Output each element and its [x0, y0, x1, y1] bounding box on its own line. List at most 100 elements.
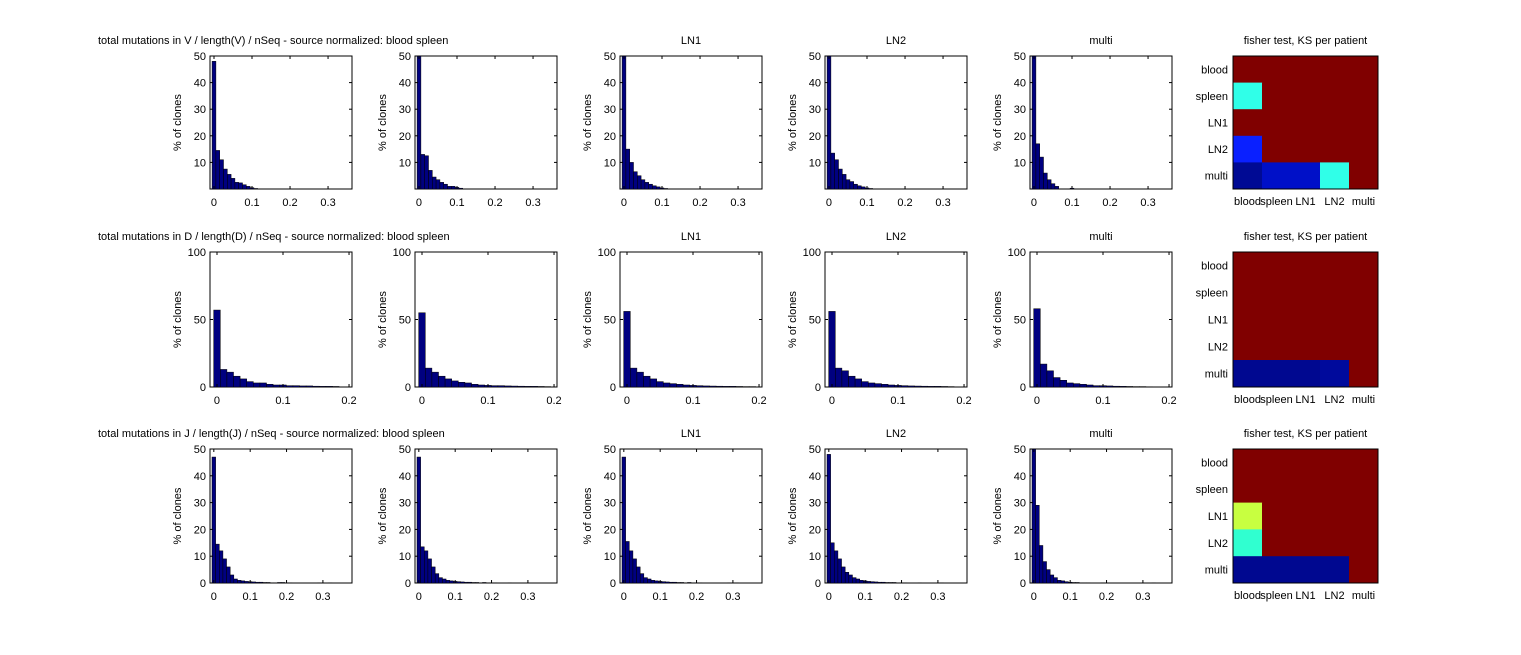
histogram-bar: [253, 382, 261, 388]
histogram-bar: [661, 581, 666, 584]
y-tick-label: 20: [399, 131, 411, 143]
histogram-bar: [630, 367, 638, 388]
y-axis-label: % of clones: [787, 291, 799, 348]
col-label: blood: [1234, 196, 1261, 208]
histogram-bar: [907, 385, 915, 388]
histogram-r1-c4: 0 0.1 0.2 0 50 100 % of clones multi: [992, 231, 1177, 407]
plot-area: [824, 448, 968, 584]
row-title: total mutations in J / length(J) / nSeq …: [98, 428, 445, 440]
histogram-r2-c1: 0 0.1 0.2 0.3 0 10 20 30 40 50 % of clones: [377, 444, 558, 603]
histogram-bar: [881, 384, 889, 388]
histogram-bar: [272, 384, 280, 388]
heatmap-cell: [1349, 529, 1379, 557]
histogram-bar: [477, 384, 485, 388]
histogram-bar: [940, 386, 948, 388]
histogram-bar: [650, 580, 655, 584]
y-axis-label: % of clones: [992, 487, 1004, 544]
heatmap-cell: [1262, 556, 1292, 584]
heatmap-cell: [1320, 475, 1350, 504]
histogram-bar: [621, 55, 627, 190]
histogram-bar: [676, 582, 681, 584]
histogram-bar: [444, 378, 452, 388]
row-label: LN1: [1208, 118, 1228, 130]
histogram-bar: [648, 183, 653, 190]
row-label: multi: [1205, 565, 1228, 577]
histogram-bar: [259, 382, 267, 388]
histogram-bar: [464, 382, 472, 388]
histogram-bar: [1035, 505, 1040, 584]
histogram-bar: [920, 385, 928, 388]
histogram-bar: [517, 385, 525, 388]
histogram-bar: [826, 454, 831, 584]
histogram-bar: [222, 558, 227, 584]
panel-title: LN2: [886, 231, 906, 243]
y-tick-label: 10: [1014, 157, 1026, 169]
heatmap-cell: [1320, 449, 1350, 477]
row-label: blood: [1201, 261, 1228, 273]
histogram-bar: [458, 382, 466, 388]
plot-area: [1232, 448, 1379, 584]
histogram-bar: [244, 581, 249, 584]
x-tick-label: 0.3: [725, 591, 740, 603]
heatmap-cell: [1291, 82, 1321, 110]
x-tick-label: 0.3: [730, 197, 745, 209]
heatmap-cell: [1233, 306, 1263, 334]
histogram-r1-c1: 0 0.1 0.2 0 50 100 % of clones: [377, 247, 562, 407]
histogram-bar: [416, 55, 422, 190]
y-tick-label: 40: [194, 471, 206, 483]
y-tick-label: 20: [1014, 524, 1026, 536]
histogram-bar: [855, 578, 860, 584]
histogram-bar: [1079, 384, 1087, 388]
histogram-bar: [234, 182, 239, 190]
x-tick-label: 0.2: [279, 591, 294, 603]
histogram-bar: [643, 577, 648, 584]
histogram-bar: [857, 185, 862, 190]
plot-area: [414, 448, 558, 584]
col-label: LN1: [1295, 394, 1315, 406]
x-tick-label: 0.3: [1140, 197, 1155, 209]
y-tick-label: 40: [194, 78, 206, 90]
heatmap-cell: [1320, 82, 1350, 110]
col-label: spleen: [1260, 394, 1292, 406]
col-label: LN2: [1324, 394, 1344, 406]
x-tick-label: 0.3: [525, 197, 540, 209]
y-axis-label: % of clones: [172, 291, 184, 348]
heatmap-cell: [1262, 449, 1292, 477]
heatmap-cell: [1320, 502, 1350, 530]
histogram-bar: [654, 580, 659, 584]
row-label: spleen: [1196, 91, 1228, 103]
heatmap-cell: [1349, 56, 1379, 84]
histogram-bar: [319, 386, 327, 388]
x-tick-label: 0: [826, 197, 832, 209]
histogram-bar: [633, 171, 638, 190]
heatmap-cell: [1320, 556, 1350, 584]
y-tick-label: 30: [194, 498, 206, 510]
histogram-bar: [246, 186, 251, 190]
plot-area: [1029, 55, 1173, 190]
histogram-bar: [1033, 308, 1041, 388]
heatmap-cell: [1320, 252, 1350, 280]
heatmap-cell: [1320, 56, 1350, 84]
row-title: total mutations in D / length(D) / nSeq …: [98, 231, 450, 243]
y-tick-label: 10: [194, 157, 206, 169]
histogram-bar: [841, 370, 849, 388]
histogram-bar: [828, 311, 836, 388]
y-tick-label: 40: [604, 471, 616, 483]
heatmap-cell: [1349, 475, 1379, 504]
y-tick-label: 30: [809, 104, 821, 116]
y-tick-label: 0: [815, 382, 821, 394]
histogram-bar: [458, 187, 463, 190]
histogram-bar: [709, 385, 717, 388]
panel-title: LN1: [681, 35, 701, 47]
y-tick-label: 20: [399, 524, 411, 536]
histogram-bar: [425, 367, 433, 388]
heatmap-cell: [1291, 360, 1321, 388]
x-tick-label: 0.1: [244, 197, 259, 209]
heatmap-cell: [1233, 360, 1263, 388]
y-tick-label: 10: [399, 551, 411, 563]
y-tick-label: 50: [1014, 444, 1026, 456]
histogram-bar: [845, 179, 851, 190]
histogram-bar: [431, 371, 439, 388]
histogram-bar: [223, 168, 228, 190]
y-axis-label: % of clones: [172, 487, 184, 544]
